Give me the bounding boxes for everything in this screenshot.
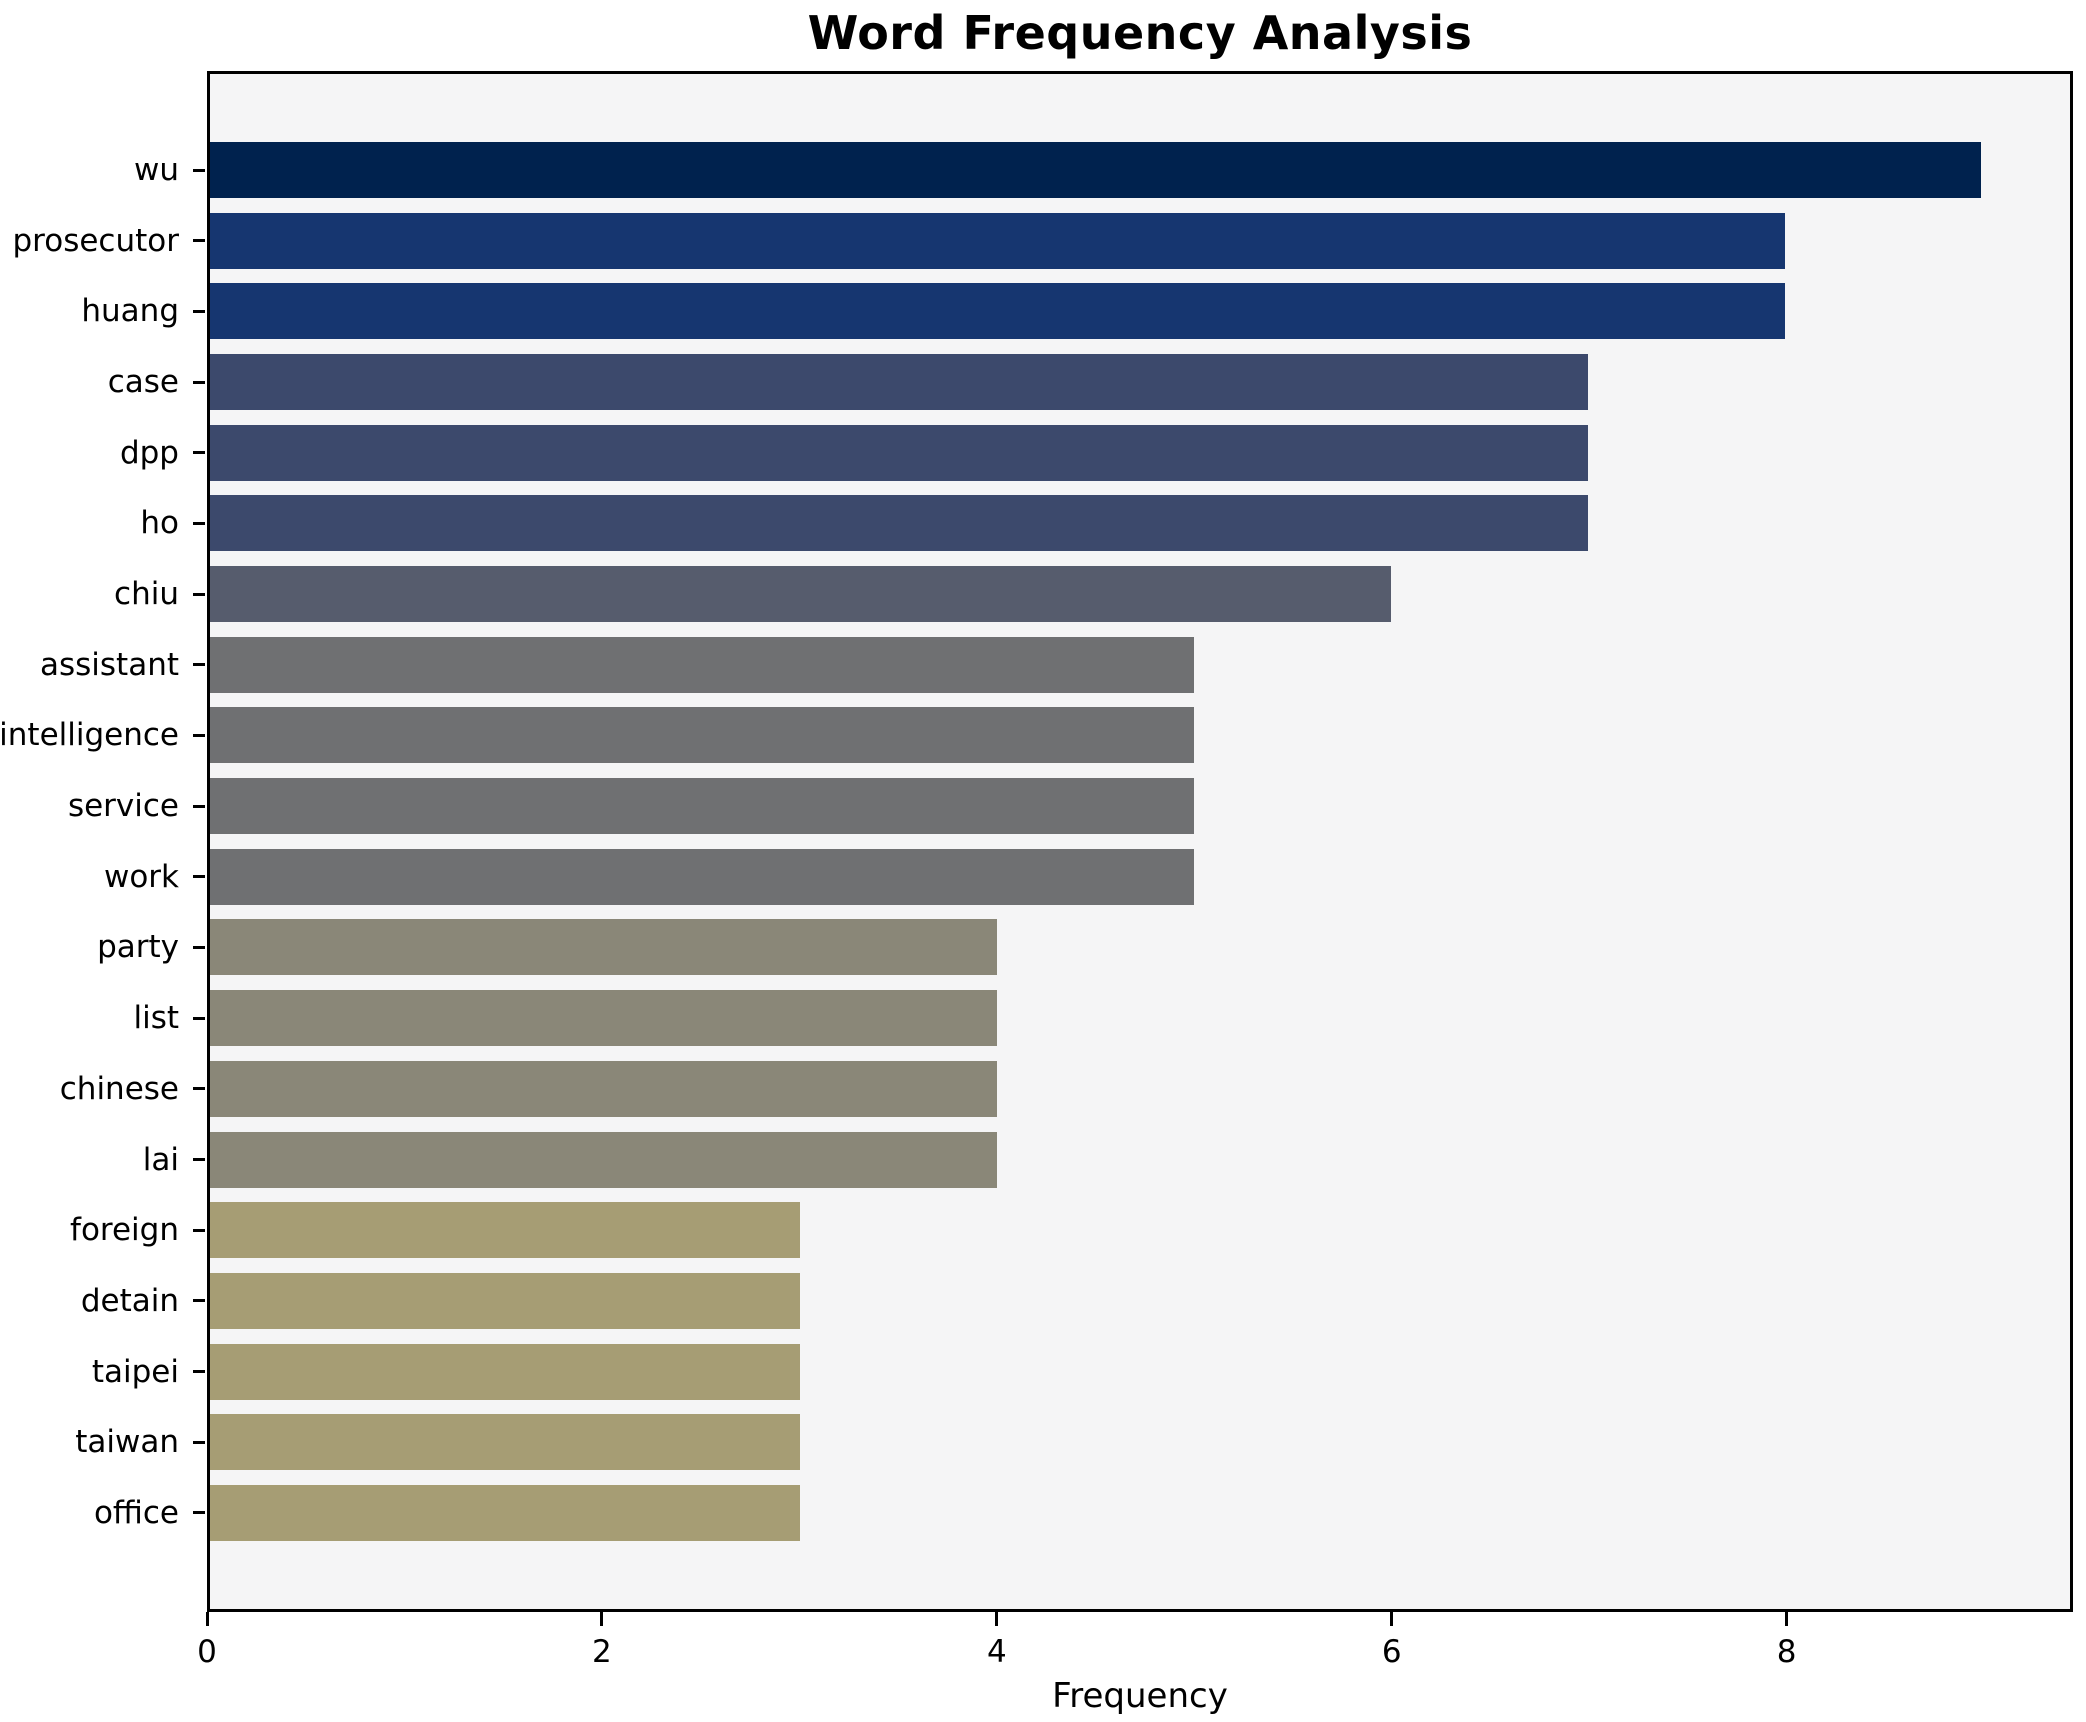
bar-dpp xyxy=(210,424,1588,481)
y-tick-mark xyxy=(193,1440,205,1444)
bar-taipei xyxy=(210,1343,801,1400)
y-tick-label-huang: huang xyxy=(81,293,179,330)
y-tick-label-case: case xyxy=(107,364,179,401)
y-tick-label-list: list xyxy=(133,1000,179,1037)
bar-chiu xyxy=(210,566,1391,623)
x-tick-label-4: 4 xyxy=(986,1634,1007,1670)
bar-chinese xyxy=(210,1060,998,1117)
y-tick-label-work: work xyxy=(103,858,179,895)
x-tick-label-8: 8 xyxy=(1776,1634,1797,1670)
bar-prosecutor xyxy=(210,212,1785,269)
bar-ho xyxy=(210,495,1588,552)
y-tick-mark xyxy=(193,875,205,879)
x-tick-mark xyxy=(1390,1612,1394,1626)
y-tick-mark xyxy=(193,380,205,384)
y-tick-label-foreign: foreign xyxy=(70,1212,179,1249)
y-tick-label-ho: ho xyxy=(140,505,179,542)
bar-service xyxy=(210,778,1195,835)
y-tick-label-chiu: chiu xyxy=(114,576,179,613)
y-tick-label-dpp: dpp xyxy=(119,434,179,471)
x-tick-label-0: 0 xyxy=(197,1634,217,1670)
bar-office xyxy=(210,1484,801,1541)
y-tick-label-party: party xyxy=(97,929,179,966)
bar-huang xyxy=(210,283,1785,340)
y-tick-label-taipei: taipei xyxy=(91,1353,179,1390)
x-tick-mark xyxy=(600,1612,604,1626)
y-tick-mark xyxy=(193,592,205,596)
bar-taiwan xyxy=(210,1414,801,1471)
bar-foreign xyxy=(210,1202,801,1259)
bar-case xyxy=(210,354,1588,411)
y-tick-label-chinese: chinese xyxy=(59,1070,179,1107)
bar-lai xyxy=(210,1131,998,1188)
bar-assistant xyxy=(210,636,1195,693)
bar-detain xyxy=(210,1272,801,1329)
bar-work xyxy=(210,848,1195,905)
y-tick-mark xyxy=(193,309,205,313)
y-tick-label-assistant: assistant xyxy=(39,646,179,683)
x-axis-label: Frequency xyxy=(1052,1676,1228,1716)
y-tick-mark xyxy=(193,239,205,243)
chart-title: Word Frequency Analysis xyxy=(807,6,1473,60)
y-tick-mark xyxy=(193,1158,205,1162)
x-tick-mark xyxy=(1785,1612,1789,1626)
y-tick-mark xyxy=(193,945,205,949)
y-tick-mark xyxy=(193,1087,205,1091)
y-tick-label-wu: wu xyxy=(133,152,179,188)
y-tick-label-lai: lai xyxy=(142,1141,179,1178)
y-tick-mark xyxy=(193,1228,205,1232)
bar-wu xyxy=(210,142,1982,198)
y-tick-mark xyxy=(193,451,205,455)
y-tick-mark xyxy=(193,733,205,737)
y-tick-mark xyxy=(193,1511,205,1515)
x-tick-mark xyxy=(205,1612,209,1626)
bar-intelligence xyxy=(210,707,1195,764)
y-tick-mark xyxy=(193,663,205,667)
y-tick-mark xyxy=(193,521,205,525)
x-tick-mark xyxy=(995,1612,999,1626)
bar-list xyxy=(210,990,998,1047)
y-tick-label-service: service xyxy=(67,788,179,825)
y-tick-mark xyxy=(193,1016,205,1020)
bar-party xyxy=(210,919,998,976)
y-tick-label-detain: detain xyxy=(80,1282,179,1319)
x-tick-label-2: 2 xyxy=(592,1634,612,1670)
y-tick-label-office: office xyxy=(93,1494,179,1531)
y-tick-label-prosecutor: prosecutor xyxy=(12,222,180,259)
y-tick-mark xyxy=(193,804,205,808)
y-tick-mark xyxy=(193,1299,205,1303)
plot-area xyxy=(207,71,2073,1612)
y-tick-mark xyxy=(193,168,205,172)
y-tick-mark xyxy=(193,1370,205,1374)
y-tick-label-taiwan: taiwan xyxy=(75,1424,179,1461)
x-tick-label-6: 6 xyxy=(1381,1634,1402,1670)
y-tick-label-intelligence: intelligence xyxy=(0,717,179,754)
